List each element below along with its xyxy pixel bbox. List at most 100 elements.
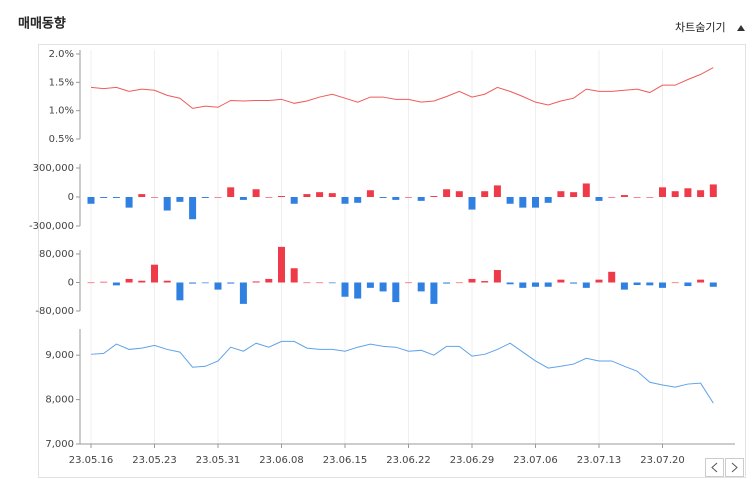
bar — [405, 282, 412, 284]
bar — [582, 282, 590, 288]
bar — [595, 197, 603, 201]
bar — [354, 197, 362, 203]
bar — [138, 194, 146, 197]
bar — [392, 282, 400, 303]
bar — [100, 281, 108, 283]
bar — [532, 197, 539, 208]
bar — [265, 278, 273, 283]
bar — [341, 282, 349, 297]
bar — [214, 197, 222, 198]
bar — [290, 197, 298, 204]
y-tick-label: 0.5% — [49, 134, 74, 145]
bar — [659, 282, 666, 288]
x-tick-label: 23.06.15 — [323, 455, 368, 466]
x-tick-label: 23.05.16 — [69, 455, 114, 466]
bar — [201, 282, 209, 284]
next-button[interactable] — [725, 458, 744, 477]
bar — [366, 190, 374, 197]
y-tick-label: -80,000 — [35, 306, 74, 317]
y-tick-label: 0 — [68, 278, 74, 289]
bar — [671, 191, 679, 197]
y-tick-label: 1.0% — [49, 106, 74, 117]
bar — [100, 197, 108, 198]
bar — [239, 282, 247, 304]
bar — [151, 197, 158, 198]
bar — [430, 282, 438, 304]
bar — [684, 188, 692, 197]
bar — [646, 197, 654, 198]
y-tick-label: 0 — [68, 192, 74, 203]
bar — [646, 282, 654, 286]
bar — [87, 282, 95, 284]
bar — [455, 191, 463, 197]
bar — [125, 197, 133, 208]
bar — [328, 282, 336, 284]
bar — [684, 282, 692, 287]
bar — [112, 197, 120, 198]
bar — [633, 282, 641, 285]
bar — [405, 197, 412, 198]
bar — [227, 187, 235, 197]
x-tick-label: 23.05.23 — [132, 455, 177, 466]
bar — [468, 197, 476, 210]
bar — [468, 278, 476, 283]
bar — [608, 197, 616, 198]
bar — [265, 197, 273, 198]
bar — [709, 282, 717, 287]
bar — [214, 282, 222, 290]
bar — [138, 280, 146, 283]
bar — [519, 197, 527, 208]
next-icon — [731, 462, 738, 473]
bar — [608, 271, 616, 283]
line — [90, 340, 714, 404]
bar — [252, 189, 260, 197]
bar — [620, 282, 628, 290]
bar — [366, 282, 374, 288]
prev-button[interactable] — [705, 458, 724, 477]
bar — [163, 280, 171, 283]
bar — [544, 197, 552, 203]
bar — [151, 264, 158, 283]
y-tick-label: 9,000 — [45, 350, 74, 361]
y-tick-label: 8,000 — [45, 395, 74, 406]
bar — [620, 195, 628, 197]
y-tick-label: 2.0% — [49, 49, 74, 60]
bar — [557, 191, 565, 197]
y-tick-label: 1.5% — [49, 77, 74, 88]
bar — [430, 196, 438, 197]
bar — [278, 246, 285, 283]
bar — [328, 193, 336, 197]
bar — [189, 197, 197, 220]
bar — [278, 196, 285, 197]
bar — [189, 282, 197, 284]
toggle-text[interactable]: 차트숨기기 — [675, 21, 726, 34]
bar — [493, 185, 501, 197]
bar — [544, 282, 552, 287]
bar — [595, 279, 603, 283]
bar — [87, 197, 95, 204]
bar — [659, 187, 666, 197]
bar — [379, 282, 387, 292]
bar — [125, 278, 133, 283]
y-tick-label: 7,000 — [45, 439, 74, 450]
x-tick-label: 23.07.20 — [640, 455, 685, 466]
bar — [709, 184, 717, 197]
x-tick-label: 23.07.06 — [513, 455, 558, 466]
bar — [354, 282, 362, 299]
x-tick-label: 23.06.22 — [386, 455, 431, 466]
toggle-arrow[interactable] — [737, 25, 745, 31]
chart-frame — [38, 44, 746, 478]
bar — [290, 268, 298, 283]
page-title: 매매동향 — [18, 16, 66, 32]
bar — [493, 270, 501, 283]
bar — [252, 281, 260, 283]
y-tick-label: -300,000 — [29, 221, 74, 232]
bar — [671, 282, 679, 284]
bar — [519, 282, 527, 288]
y-tick-label: 300,000 — [33, 163, 74, 174]
bar — [443, 282, 451, 284]
bar — [392, 197, 400, 200]
bar — [481, 191, 489, 197]
bar — [506, 282, 514, 285]
